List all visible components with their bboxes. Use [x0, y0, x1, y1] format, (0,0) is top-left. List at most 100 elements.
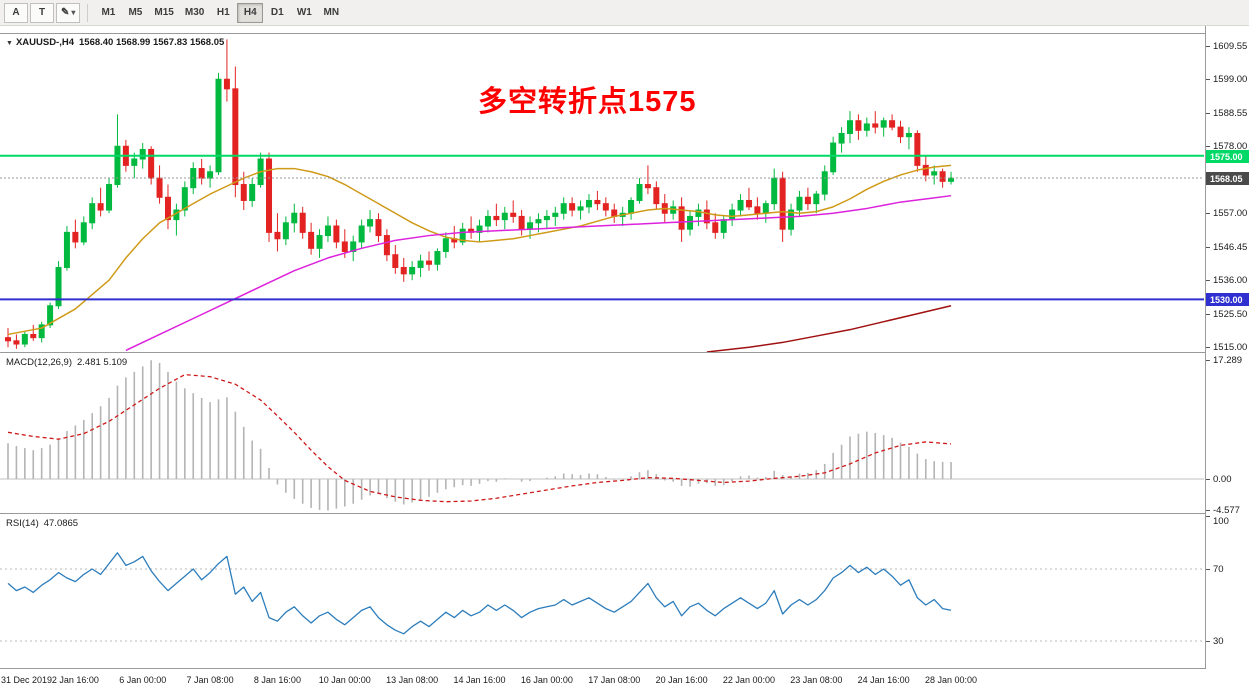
rsi-axis-label: 30	[1213, 636, 1224, 647]
chart-plot[interactable]	[0, 26, 1205, 695]
time-axis-label: 2 Jan 16:00	[51, 675, 99, 685]
timeframe-button-d1[interactable]: D1	[264, 3, 290, 23]
candle-body	[417, 260, 424, 268]
candle-body	[897, 126, 904, 138]
price-axis-label: 1557.00	[1213, 208, 1248, 220]
rsi-value: 47.0865	[43, 518, 79, 529]
candle-body	[939, 171, 946, 182]
axis-tick	[1206, 112, 1210, 114]
candle-body	[527, 222, 534, 230]
candle-body	[21, 333, 28, 345]
candle-body	[358, 225, 365, 243]
price-macd-separator[interactable]	[0, 352, 1249, 353]
macd-rsi-separator[interactable]	[0, 513, 1249, 514]
candle-body	[754, 206, 761, 214]
candle-body	[695, 209, 702, 217]
candle-body	[729, 209, 736, 221]
price-axis-label: 1525.50	[1213, 308, 1248, 320]
candle-body	[341, 241, 348, 253]
axis-tick	[1206, 213, 1210, 215]
price-panel-top-border	[0, 33, 1249, 34]
time-axis-label: 23 Jan 08:00	[790, 675, 843, 685]
candle-body	[636, 184, 643, 201]
candle-body	[518, 215, 525, 230]
time-axis-label: 6 Jan 00:00	[119, 675, 167, 685]
candle-body	[543, 215, 550, 221]
axis-tick	[1206, 347, 1210, 349]
candle-body	[249, 184, 256, 201]
timeframe-button-m30[interactable]: M30	[180, 3, 209, 23]
timeframe-button-m1[interactable]: M1	[95, 3, 121, 23]
text-tool-button[interactable]: T	[30, 2, 54, 23]
candle-body	[644, 184, 651, 189]
timeframe-button-m15[interactable]: M15	[149, 3, 178, 23]
symbol-header: ▼ XAUUSD-,H4 1568.40 1568.99 1567.83 1568.…	[6, 37, 224, 48]
candle-body	[375, 219, 382, 237]
timeframe-button-m5[interactable]: M5	[122, 3, 148, 23]
candle-body	[97, 203, 104, 211]
candle-body	[931, 171, 938, 176]
ma-fast-line	[7, 164, 952, 336]
price-tag-current: 1568.05	[1206, 171, 1249, 185]
candle-body	[855, 120, 862, 131]
candle-body	[131, 158, 138, 166]
candle-body	[299, 212, 306, 233]
candle-body	[282, 222, 289, 240]
axis-tick	[1206, 641, 1210, 642]
price-axis-label: 1515.00	[1213, 342, 1248, 354]
candle-body	[215, 78, 222, 173]
timeframe-button-h4[interactable]: H4	[237, 2, 264, 23]
candle-body	[274, 231, 281, 240]
time-axis-label: 13 Jan 08:00	[386, 675, 439, 685]
arrow-tool-button[interactable]: A	[4, 2, 28, 23]
toolbar-separator	[87, 3, 89, 22]
rsi-line	[7, 552, 952, 635]
axis-tick	[1206, 313, 1210, 315]
price-axis-label: 1609.55	[1213, 40, 1248, 52]
axis-tick	[1206, 516, 1210, 517]
macd-label: MACD(12,26,9)	[6, 357, 72, 368]
time-axis-label: 28 Jan 00:00	[925, 675, 978, 685]
candle-body	[232, 88, 239, 186]
price-tag-resistance: 1575.00	[1206, 149, 1249, 163]
candle-body	[678, 206, 685, 230]
candle-body	[181, 187, 188, 211]
candle-body	[914, 132, 921, 166]
candle-body	[905, 132, 912, 138]
price-axis[interactable]: 1575.00 1568.05 1530.00 1609.55 1599.00 15…	[1205, 26, 1249, 669]
chart-annotation[interactable]: 多空转折点1575	[478, 86, 697, 118]
candle-body	[367, 219, 374, 227]
candle-body	[720, 219, 727, 233]
candle-body	[737, 199, 744, 211]
candle-body	[13, 340, 20, 345]
axis-tick	[1206, 510, 1210, 512]
candle-body	[106, 184, 113, 211]
macd-values: 2.481 5.109	[77, 357, 128, 368]
candle-body	[308, 231, 315, 249]
timeframe-button-w1[interactable]: W1	[291, 3, 317, 23]
candle-body	[266, 158, 273, 233]
candle-body	[552, 212, 559, 217]
candle-body	[198, 168, 205, 179]
palette-button[interactable]: ✎ ▾	[56, 2, 81, 23]
candle-body	[30, 333, 37, 339]
candle-body	[712, 222, 719, 233]
timeframe-toolbar: M1 M5 M15 M30 H1 H4 D1 W1 MN	[95, 2, 344, 23]
price-axis-label: 1599.00	[1213, 74, 1248, 86]
macd-axis-label: 17.289	[1213, 355, 1243, 367]
candle-body	[324, 225, 331, 237]
timeframe-button-mn[interactable]: MN	[318, 3, 344, 23]
candle-body	[771, 177, 778, 205]
candle-body	[72, 231, 79, 243]
timeframe-button-h1[interactable]: H1	[210, 3, 236, 23]
rsi-axis-label: 70	[1213, 564, 1224, 575]
time-axis[interactable]: 31 Dec 2019 2 Jan 16:00 6 Jan 00:00 7 Jan 0…	[0, 669, 1249, 695]
axis-tick	[1206, 479, 1210, 481]
candle-body	[409, 266, 416, 275]
candle-body	[5, 337, 11, 342]
time-axis-label: 10 Jan 00:00	[318, 675, 371, 685]
axis-tick	[1206, 146, 1210, 148]
candle-body	[788, 209, 795, 230]
candle-body	[55, 266, 62, 307]
candle-body	[762, 203, 769, 214]
